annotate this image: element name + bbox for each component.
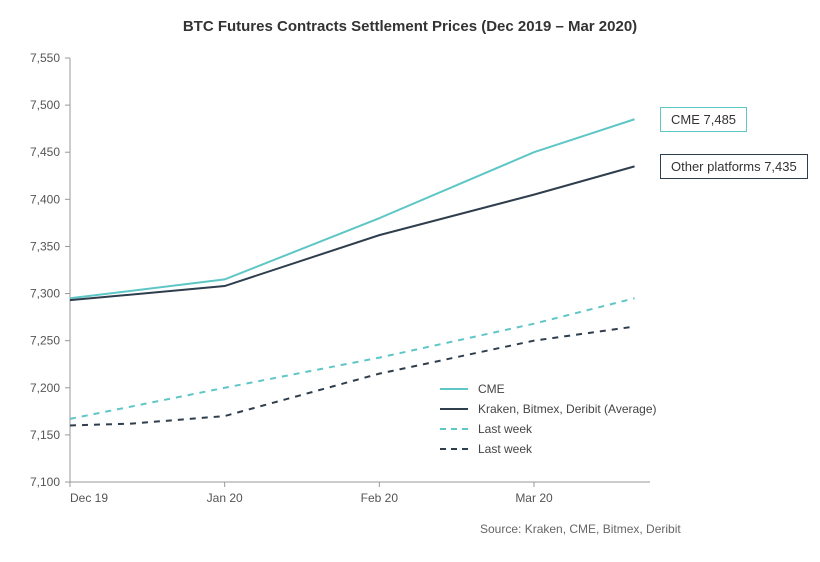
legend-swatch [440, 428, 468, 430]
source-text: Source: Kraken, CME, Bitmex, Deribit [480, 522, 681, 536]
chart-svg: 7,100 7,150 7,200 7,250 7,300 7,350 7,400 7,450… [0, 0, 820, 562]
x-tick-label: Dec 19 [70, 491, 108, 505]
legend-label: Last week [478, 422, 532, 436]
y-axis-ticks: 7,100 7,150 7,200 7,250 7,300 7,350 7,400 7,450… [30, 51, 70, 489]
legend-swatch [440, 448, 468, 450]
series-lines [70, 119, 635, 425]
y-tick-label: 7,300 [30, 287, 60, 301]
y-tick-label: 7,100 [30, 475, 60, 489]
series-line [70, 166, 635, 300]
y-tick-label: 7,400 [30, 192, 60, 206]
x-axis-ticks: Dec 19 Jan 20 Feb 20 Mar 20 [70, 482, 553, 505]
y-tick-label: 7,550 [30, 51, 60, 65]
legend-swatch [440, 408, 468, 410]
x-tick-label: Feb 20 [361, 491, 399, 505]
series-line [70, 119, 635, 298]
chart-container: BTC Futures Contracts Settlement Prices … [0, 0, 820, 562]
y-tick-label: 7,200 [30, 381, 60, 395]
legend-item: Last week [440, 422, 657, 436]
legend-item: Last week [440, 442, 657, 456]
legend-item: CME [440, 382, 657, 396]
legend: CME Kraken, Bitmex, Deribit (Average) Last… [440, 382, 657, 462]
x-tick-label: Mar 20 [515, 491, 553, 505]
legend-label: Kraken, Bitmex, Deribit (Average) [478, 402, 657, 416]
y-tick-label: 7,250 [30, 334, 60, 348]
y-tick-label: 7,350 [30, 239, 60, 253]
y-tick-label: 7,500 [30, 98, 60, 112]
x-tick-label: Jan 20 [207, 491, 243, 505]
y-tick-label: 7,450 [30, 145, 60, 159]
callout: Other platforms 7,435 [660, 154, 808, 179]
legend-swatch [440, 388, 468, 390]
legend-item: Kraken, Bitmex, Deribit (Average) [440, 402, 657, 416]
legend-label: Last week [478, 442, 532, 456]
callout: CME 7,485 [660, 107, 747, 132]
y-tick-label: 7,150 [30, 428, 60, 442]
legend-label: CME [478, 382, 505, 396]
